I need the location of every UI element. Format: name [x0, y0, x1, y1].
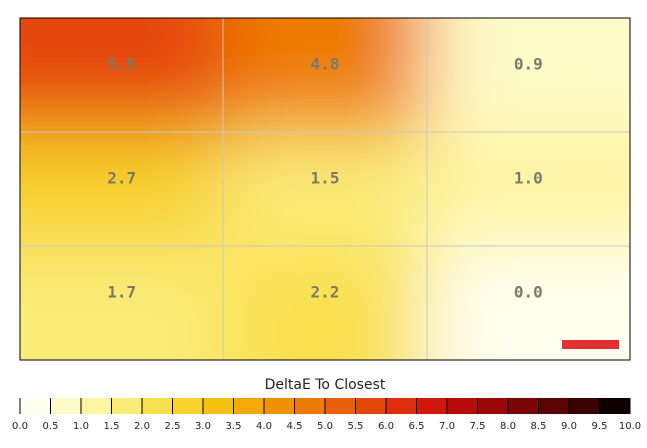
- colorbar-tick-label: 9.5: [592, 421, 608, 432]
- colorbar-segment: [203, 398, 234, 414]
- colorbar-segment: [172, 398, 203, 414]
- cell: [223, 18, 427, 132]
- colorbar-segment: [416, 398, 447, 414]
- colorbar-segment: [477, 398, 508, 414]
- colorbar-tick-label: 6.5: [409, 421, 425, 432]
- cell-label: 0.9: [514, 55, 543, 74]
- colorbar-segment: [81, 398, 112, 414]
- colorbar-tick-label: 1.0: [73, 421, 89, 432]
- colorbar-segment: [355, 398, 386, 414]
- cell: [223, 132, 427, 246]
- colorbar-segment: [325, 398, 356, 414]
- colorbar-tick-label: 2.0: [134, 421, 150, 432]
- colorbar-tick-label: 4.0: [256, 421, 272, 432]
- colorbar-segment: [447, 398, 478, 414]
- colorbar-segment: [508, 398, 539, 414]
- plot-frame: [19, 17, 631, 361]
- cell-label: 4.8: [311, 55, 340, 74]
- colorbar-segment: [569, 398, 600, 414]
- cell-label: 1.5: [311, 169, 340, 188]
- cell-label: 2.7: [107, 169, 136, 188]
- colorbar-tick-label: 0.0: [12, 421, 28, 432]
- colorbar-segment: [386, 398, 417, 414]
- colorbar-segment: [264, 398, 295, 414]
- marker: [562, 340, 619, 349]
- colorbar-segment: [142, 398, 173, 414]
- colorbar-tick-label: 3.5: [226, 421, 242, 432]
- colorbar-tick-label: 8.0: [500, 421, 516, 432]
- colorbar-tick-label: 0.5: [43, 421, 59, 432]
- cell-label: 1.0: [514, 169, 543, 188]
- cell-label: 2.2: [311, 283, 340, 302]
- cell-label: 5.5: [107, 55, 136, 74]
- colorbar-segment: [294, 398, 325, 414]
- cell-grid: [20, 18, 630, 360]
- cell: [223, 246, 427, 360]
- colorbar-tick-label: 4.5: [287, 421, 303, 432]
- colorbar-segment: [599, 398, 630, 414]
- colorbar-tick-label: 10.0: [619, 421, 641, 432]
- colorbar-tick-label: 3.0: [195, 421, 211, 432]
- colorbar-segment: [233, 398, 264, 414]
- colorbar-segment: [111, 398, 142, 414]
- colorbar-tick-label: 9.0: [561, 421, 577, 432]
- colorbar-segment: [50, 398, 81, 414]
- cell: [20, 246, 224, 360]
- colorbar-title: DeltaE To Closest: [265, 377, 386, 393]
- colorbar-tick-label: 1.5: [104, 421, 120, 432]
- colorbar-tick-label: 2.5: [165, 421, 181, 432]
- cell-label: 1.7: [107, 283, 136, 302]
- cell: [426, 132, 630, 246]
- colorbar-tick-label: 6.0: [378, 421, 394, 432]
- cell: [426, 18, 630, 132]
- colorbar-tick-label: 5.0: [317, 421, 333, 432]
- colorbar-tick-label: 8.5: [531, 421, 547, 432]
- cell: [20, 18, 224, 132]
- colorbar-segment: [20, 398, 51, 414]
- cell-label: 0.0: [514, 283, 543, 302]
- colorbar-tick-label: 7.5: [470, 421, 486, 432]
- colorbar-segment: [538, 398, 569, 414]
- colorbar-tick-label: 5.5: [348, 421, 364, 432]
- colorbar-tick-label: 7.0: [439, 421, 455, 432]
- cell: [20, 132, 224, 246]
